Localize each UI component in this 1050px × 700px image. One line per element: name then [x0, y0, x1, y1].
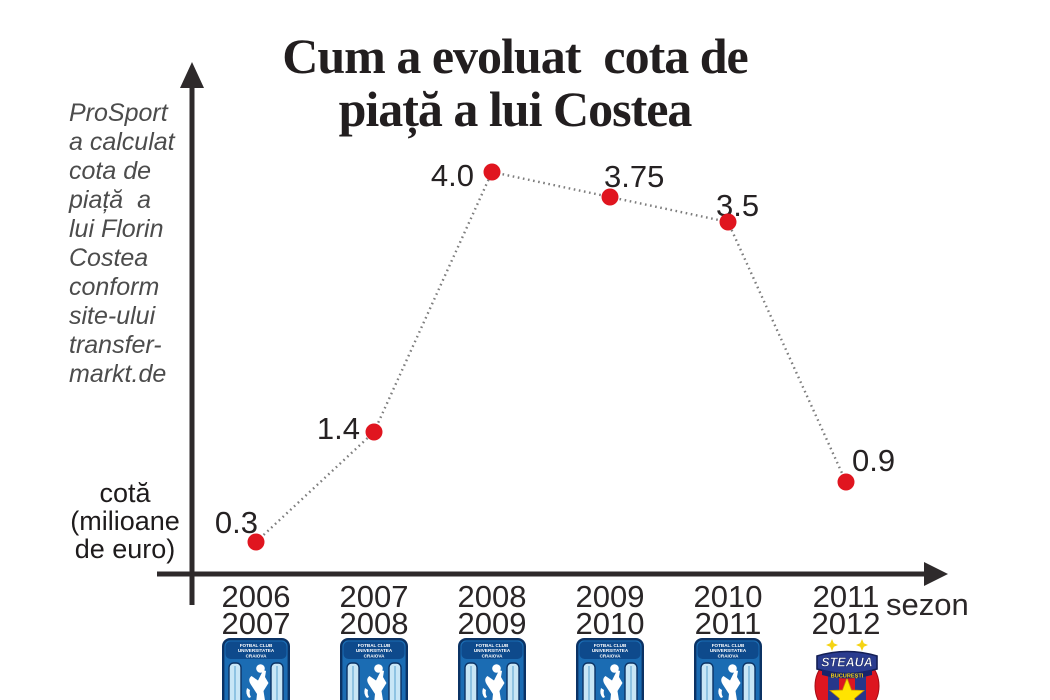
x-tick-label: 2008 2009 — [458, 579, 527, 641]
svg-text:STEAUA: STEAUA — [821, 656, 872, 670]
x-tick-label: 2007 2008 — [340, 579, 409, 641]
svg-text:CRAIOVA: CRAIOVA — [246, 653, 268, 658]
chart-title: Cum a evoluat cota de piață a lui Costea — [282, 28, 748, 137]
club-logo-craiova: FOTBAL CLUB UNIVERSITATEA CRAIOVA — [458, 638, 526, 700]
x-tick-label: 2009 2010 — [576, 579, 645, 641]
club-logo-steaua: STEAUA BUCUREȘTI — [812, 638, 882, 700]
y-axis-arrow-icon — [180, 62, 204, 88]
x-tick-label: 2010 2011 — [694, 579, 763, 641]
y-axis-label: cotă (milioane de euro) — [70, 478, 180, 564]
svg-text:CRAIOVA: CRAIOVA — [600, 653, 622, 658]
svg-text:UNIVERSITATEA: UNIVERSITATEA — [710, 648, 747, 653]
data-point-label: 3.75 — [604, 159, 664, 194]
svg-text:BUCUREȘTI: BUCUREȘTI — [831, 674, 864, 680]
source-note: ProSport a calculat cota de piață a lui … — [69, 99, 175, 388]
svg-text:FOTBAL CLUB: FOTBAL CLUB — [240, 643, 273, 648]
club-logo-craiova: FOTBAL CLUB UNIVERSITATEA CRAIOVA — [222, 638, 290, 700]
club-logo-craiova: FOTBAL CLUB UNIVERSITATEA CRAIOVA — [340, 638, 408, 700]
club-logo-craiova: FOTBAL CLUB UNIVERSITATEA CRAIOVA — [576, 638, 644, 700]
svg-text:UNIVERSITATEA: UNIVERSITATEA — [356, 648, 393, 653]
data-point-label: 0.9 — [852, 443, 895, 478]
data-point — [601, 188, 619, 206]
svg-text:UNIVERSITATEA: UNIVERSITATEA — [474, 648, 511, 653]
data-point — [837, 473, 855, 491]
svg-text:CRAIOVA: CRAIOVA — [364, 653, 386, 658]
data-line — [255, 170, 848, 543]
club-logo-craiova: FOTBAL CLUB UNIVERSITATEA CRAIOVA — [694, 638, 762, 700]
svg-text:FOTBAL CLUB: FOTBAL CLUB — [712, 643, 745, 648]
data-point-label: 4.0 — [431, 158, 474, 193]
svg-text:FOTBAL CLUB: FOTBAL CLUB — [358, 643, 391, 648]
svg-text:UNIVERSITATEA: UNIVERSITATEA — [592, 648, 629, 653]
svg-text:CRAIOVA: CRAIOVA — [718, 653, 740, 658]
data-point-label: 1.4 — [317, 411, 360, 446]
svg-text:CRAIOVA: CRAIOVA — [482, 653, 504, 658]
data-point — [365, 423, 383, 441]
x-tick-label: 2011 2012 — [812, 579, 881, 641]
svg-text:UNIVERSITATEA: UNIVERSITATEA — [238, 648, 275, 653]
data-point — [719, 213, 737, 231]
data-point — [247, 533, 265, 551]
x-axis-arrow-icon — [924, 562, 948, 586]
x-axis-label: sezon — [886, 587, 969, 622]
data-point-label: 0.3 — [215, 505, 258, 540]
x-tick-label: 2006 2007 — [222, 579, 291, 641]
svg-text:FOTBAL CLUB: FOTBAL CLUB — [476, 643, 509, 648]
svg-text:FOTBAL CLUB: FOTBAL CLUB — [594, 643, 627, 648]
data-point — [483, 163, 501, 181]
